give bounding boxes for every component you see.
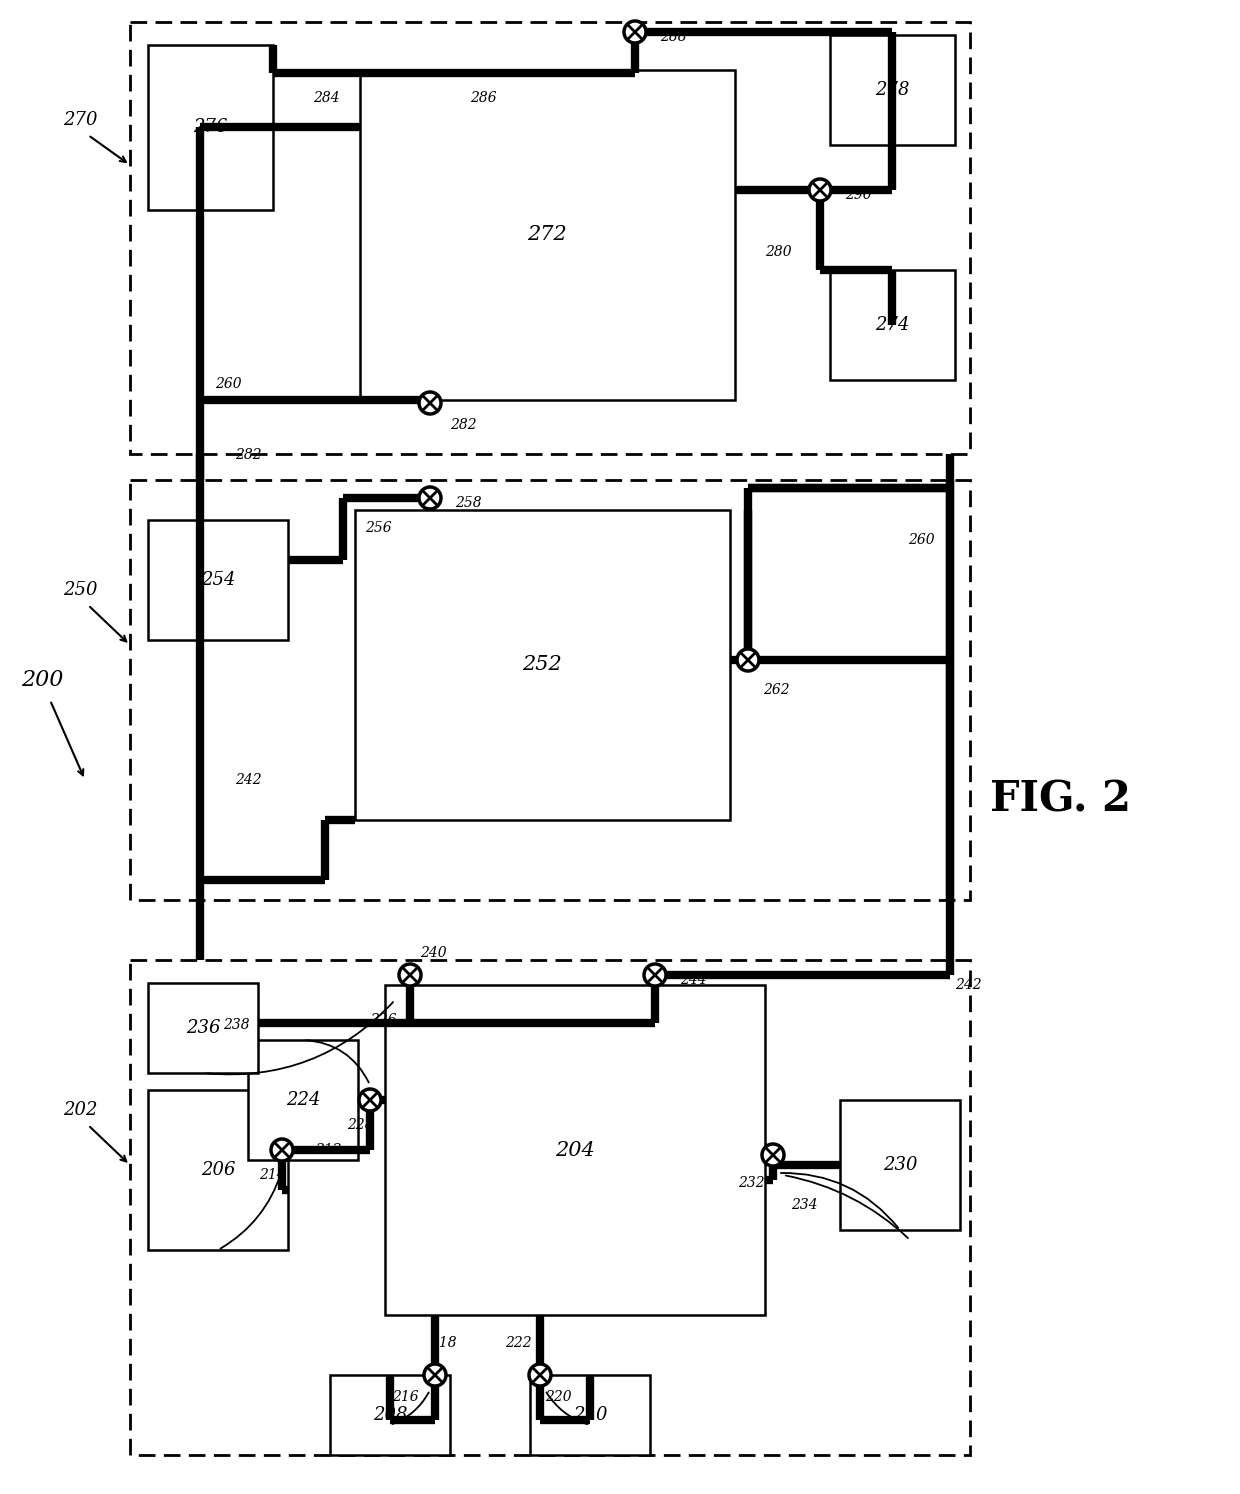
Text: 282: 282 (236, 448, 262, 462)
Text: 256: 256 (366, 521, 392, 535)
Text: 230: 230 (883, 1156, 918, 1174)
Text: 228: 228 (347, 1118, 373, 1132)
Text: 218: 218 (430, 1336, 456, 1351)
Text: 236: 236 (186, 1019, 221, 1037)
Text: 232: 232 (738, 1176, 765, 1191)
Circle shape (529, 1364, 551, 1386)
Text: 244: 244 (680, 973, 707, 988)
Text: 242: 242 (955, 979, 982, 992)
Bar (529, 1374, 650, 1455)
Bar (330, 1374, 450, 1455)
Text: 254: 254 (201, 571, 236, 589)
Text: 208: 208 (373, 1406, 407, 1424)
Circle shape (272, 1138, 293, 1161)
Text: 270: 270 (63, 111, 97, 128)
Text: 260: 260 (909, 533, 935, 547)
Text: 288: 288 (660, 30, 687, 43)
Text: 262: 262 (763, 683, 790, 698)
Bar (248, 1040, 358, 1159)
Text: 284: 284 (312, 91, 340, 105)
Bar (355, 509, 730, 820)
Text: 252: 252 (522, 656, 562, 674)
Text: 290: 290 (844, 188, 872, 202)
Text: 274: 274 (874, 317, 909, 335)
Circle shape (424, 1364, 446, 1386)
Text: 286: 286 (470, 91, 497, 105)
Text: 204: 204 (556, 1140, 595, 1159)
Text: 272: 272 (527, 226, 567, 245)
Text: 202: 202 (63, 1101, 97, 1119)
Text: 260: 260 (215, 376, 242, 391)
Circle shape (624, 21, 646, 43)
Text: 242: 242 (236, 772, 262, 787)
Text: 278: 278 (874, 81, 909, 99)
Bar (148, 1091, 288, 1250)
Text: 222: 222 (505, 1336, 532, 1351)
Bar (360, 70, 735, 400)
Bar (130, 22, 970, 454)
Bar (130, 480, 970, 899)
Text: 210: 210 (573, 1406, 608, 1424)
Text: 276: 276 (192, 118, 227, 136)
Text: FIG. 2: FIG. 2 (990, 778, 1131, 822)
Circle shape (808, 179, 831, 202)
Text: 282: 282 (450, 418, 476, 432)
Bar (130, 961, 970, 1455)
Circle shape (419, 487, 441, 509)
Text: 240: 240 (420, 946, 446, 961)
Bar (384, 985, 765, 1315)
Text: 220: 220 (544, 1389, 572, 1404)
Circle shape (399, 964, 422, 986)
Text: 212: 212 (315, 1143, 342, 1156)
Bar (830, 270, 955, 379)
Text: 238: 238 (223, 1017, 249, 1032)
Circle shape (737, 648, 759, 671)
Text: 200: 200 (21, 669, 63, 692)
Text: 234: 234 (791, 1198, 817, 1212)
Circle shape (360, 1089, 381, 1112)
Text: 216: 216 (392, 1389, 418, 1404)
Circle shape (419, 391, 441, 414)
Text: 250: 250 (63, 581, 97, 599)
Circle shape (763, 1144, 784, 1165)
Text: 280: 280 (765, 245, 791, 258)
Bar (148, 983, 258, 1073)
Text: 206: 206 (201, 1161, 236, 1179)
Bar (148, 520, 288, 639)
Text: 226: 226 (370, 1013, 397, 1026)
Text: 214: 214 (259, 1168, 285, 1182)
Bar (830, 34, 955, 145)
Bar (148, 45, 273, 211)
Bar (839, 1100, 960, 1230)
Text: 224: 224 (285, 1091, 320, 1109)
Circle shape (644, 964, 666, 986)
Text: 258: 258 (455, 496, 481, 509)
